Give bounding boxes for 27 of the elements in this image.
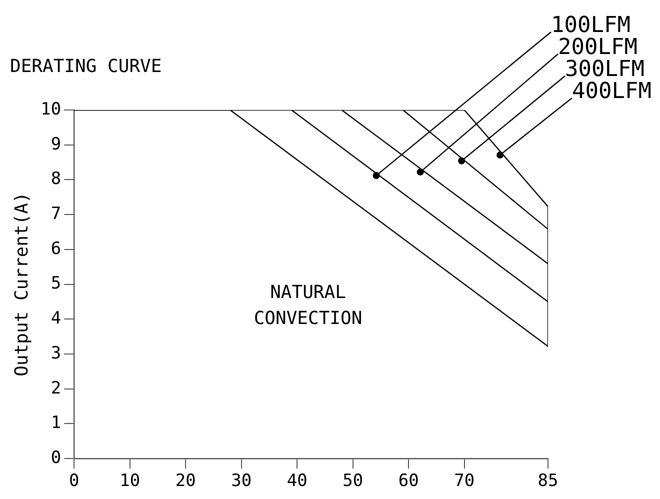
y-tick-label: 7 (50, 204, 62, 224)
y-axis-title: Output Current(A) (11, 192, 32, 376)
annotation: NATURAL CONVECTION (252, 281, 364, 331)
annotation: 300LFM (565, 57, 644, 82)
y-tick-label: 6 (50, 238, 62, 259)
x-tick-label: 85 (538, 471, 558, 492)
x-tick-label: 10 (120, 471, 140, 492)
chart-title: DERATING CURVE (10, 56, 162, 77)
x-tick-label: 20 (175, 471, 196, 492)
y-tick-label: 4 (50, 308, 62, 329)
x-tick-label: 0 (68, 471, 80, 492)
y-tick-label: 0 (50, 448, 62, 468)
y-tick-label: 9 (50, 134, 62, 154)
y-tick-label: 2 (50, 378, 62, 398)
y-tick-label: 10 (40, 99, 62, 120)
x-tick-label: 30 (231, 471, 252, 492)
x-tick-label: 40 (286, 471, 308, 492)
y-tick-label: 5 (50, 274, 62, 294)
y-tick-label: 1 (50, 413, 62, 434)
x-tick-label: 50 (342, 471, 364, 492)
annotation: 200LFM (558, 35, 638, 60)
y-tick-label: 3 (50, 343, 62, 364)
x-tick-label: 60 (398, 471, 419, 492)
annotation: 100LFM (551, 13, 630, 38)
annotation: 400LFM (572, 79, 652, 104)
y-tick-label: 8 (50, 169, 62, 190)
x-tick-label: 70 (454, 471, 475, 492)
